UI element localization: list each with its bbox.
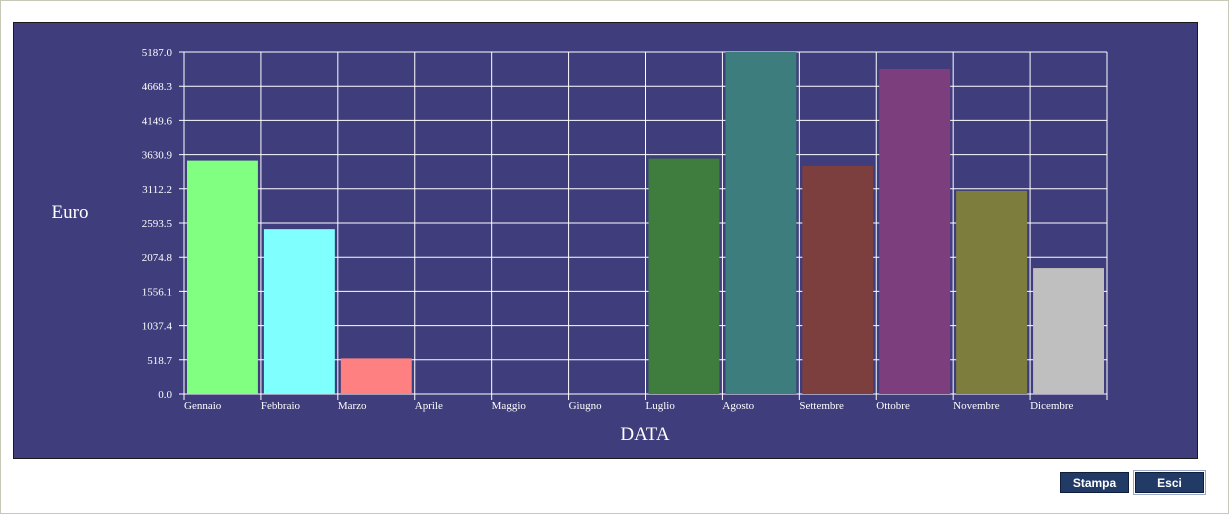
y-tick-label: 4668.3: [142, 81, 173, 93]
x-tick-label: Maggio: [492, 400, 527, 412]
y-tick-label: 4149.6: [142, 115, 173, 127]
y-tick-label: 0.0: [158, 389, 172, 401]
grid-layer: [179, 51, 1108, 400]
bar-chart: 0.0 518.7 1037.4 1556.1 2074.8 2593.5 3112.2 36…: [52, 47, 1108, 445]
x-tick-label: Febbraio: [261, 400, 301, 412]
bar-febbraio: [263, 229, 335, 394]
bar-gennaio: [187, 160, 258, 394]
bar-novembre: [956, 190, 1028, 394]
x-tick-label: Aprile: [415, 400, 443, 412]
chart-panel: 0.0 518.7 1037.4 1556.1 2074.8 2593.5 3112.2 36…: [13, 22, 1198, 459]
bar-agosto: [725, 52, 797, 394]
x-tick-label: Settembre: [799, 400, 844, 412]
y-tick-label: 1037.4: [142, 321, 173, 333]
x-tick-label: Ottobre: [876, 400, 910, 412]
bar-ottobre: [879, 68, 951, 394]
bar-settembre: [802, 165, 874, 394]
x-tick-labels: Gennaio Febbraio Marzo Aprile Maggio Giugno Lu…: [184, 400, 1074, 412]
y-axis-title: Euro: [52, 202, 89, 223]
bar-layer: [187, 52, 1104, 394]
x-tick-label: Marzo: [338, 400, 367, 412]
y-tick-label: 2074.8: [142, 252, 173, 264]
x-tick-label: Giugno: [569, 400, 603, 412]
x-tick-label: Novembre: [953, 400, 1000, 412]
x-tick-label: Agosto: [722, 400, 754, 412]
y-tick-label: 5187.0: [142, 47, 173, 59]
y-tick-label: 3112.2: [142, 184, 172, 196]
bar-dicembre: [1033, 268, 1104, 394]
y-tick-labels: 0.0 518.7 1037.4 1556.1 2074.8 2593.5 3112.2 36…: [142, 47, 173, 401]
x-axis-title: DATA: [620, 424, 669, 445]
x-tick-label: Dicembre: [1030, 400, 1073, 412]
print-button[interactable]: Stampa: [1060, 472, 1129, 493]
y-tick-label: 518.7: [147, 355, 172, 367]
bar-luglio: [648, 158, 720, 394]
y-tick-label: 2593.5: [142, 218, 173, 230]
y-tick-label: 1556.1: [142, 286, 172, 298]
bar-marzo: [340, 358, 412, 394]
exit-button[interactable]: Esci: [1133, 470, 1206, 495]
x-tick-label: Gennaio: [184, 400, 222, 412]
y-tick-label: 3630.9: [142, 150, 173, 162]
x-tick-label: Luglio: [646, 400, 676, 412]
